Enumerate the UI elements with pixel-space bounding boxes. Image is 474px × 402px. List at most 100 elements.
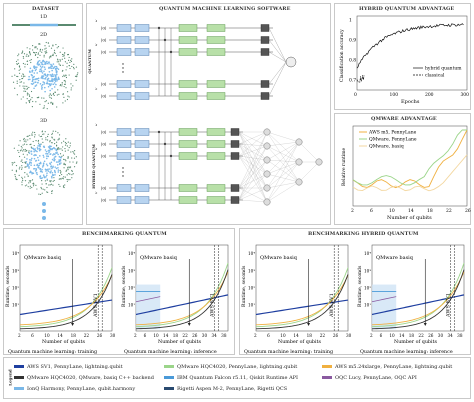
variational-gate [206, 80, 226, 88]
x-tick: 200 [425, 92, 434, 98]
outer-point [55, 145, 58, 147]
y-tick: 10² [128, 286, 135, 291]
outer-point [62, 93, 64, 95]
outer-point [62, 185, 65, 187]
outer-point [24, 180, 27, 182]
x-tick: 18 [71, 333, 77, 338]
outer-point [63, 163, 65, 165]
x-tick: 14 [293, 333, 299, 338]
outer-point [21, 159, 23, 161]
outer-point [39, 193, 42, 196]
outer-point [64, 81, 67, 83]
inner-point [45, 176, 47, 178]
inner-point [56, 79, 58, 82]
outer-point [52, 54, 54, 56]
to-sum-line [268, 51, 287, 63]
outer-point [27, 186, 29, 188]
outer-point [23, 137, 25, 140]
aws-sv1-line [255, 299, 349, 316]
outer-point [34, 46, 36, 48]
outer-point [20, 160, 22, 162]
inner-point [58, 163, 61, 166]
outer-point [64, 150, 66, 152]
inner-point [32, 82, 35, 84]
inner-point [30, 83, 33, 85]
outer-point [14, 87, 16, 89]
inner-point [44, 77, 46, 80]
qmware-basiq-line [352, 154, 468, 192]
inner-point [52, 83, 55, 86]
inner-point [33, 72, 36, 74]
inner-point [48, 80, 51, 82]
inner-point [30, 150, 32, 152]
nn-node [295, 138, 303, 146]
outer-point [22, 96, 24, 98]
x-tick: 2 [351, 208, 354, 214]
ket-label: |0⟩ [101, 130, 107, 135]
legend-item: AWS SV1, PennyLane, lightning.qubit [14, 364, 123, 370]
x-tick: 100 [389, 92, 398, 98]
x-tick: 10 [389, 208, 395, 214]
outer-point [59, 178, 61, 180]
inner-point [28, 163, 31, 165]
inner-point [46, 73, 49, 76]
outer-point [61, 81, 63, 84]
outer-point [70, 151, 72, 153]
outer-point [38, 134, 40, 136]
outer-point [68, 65, 70, 67]
y-tick: 10³ [128, 268, 135, 273]
outer-point [61, 83, 63, 85]
variational-gate [206, 48, 226, 56]
outer-point [57, 59, 59, 61]
x-tick: 6 [267, 333, 270, 338]
outer-point [70, 89, 72, 91]
outer-point [53, 179, 55, 182]
inner-point [29, 67, 32, 70]
outer-point [18, 155, 21, 158]
outer-point [31, 134, 33, 136]
outer-point [35, 140, 37, 142]
outer-point [50, 181, 52, 183]
outer-point [69, 67, 71, 70]
outer-point [21, 181, 23, 183]
inner-point [26, 165, 29, 167]
outer-point [28, 52, 31, 54]
outer-point [52, 93, 54, 95]
outer-point [50, 55, 52, 57]
ket-label: |0⟩ [101, 50, 107, 55]
inner-point [39, 167, 42, 170]
inner-point [39, 83, 42, 85]
outer-point [24, 150, 26, 152]
encoding-gate [134, 184, 150, 192]
outer-point [26, 85, 28, 87]
inner-point [31, 77, 34, 79]
inner-point [41, 168, 43, 171]
outer-point [63, 186, 65, 189]
inner-point [37, 166, 39, 169]
ellipsis-dot [122, 171, 124, 173]
nn-edge [238, 131, 268, 147]
y-tick: 1 [349, 18, 352, 24]
outer-point [41, 138, 43, 140]
legend-label: QMware, PennyLane [369, 137, 417, 143]
inner-point [35, 172, 38, 174]
aws-m5-line [352, 129, 468, 189]
inner-point [33, 157, 36, 160]
outer-point [29, 134, 31, 137]
inner-point [44, 61, 47, 64]
outer-point [14, 74, 16, 76]
outer-point [67, 167, 69, 169]
dataset-label-2d: 2D [40, 32, 48, 38]
outer-point [58, 178, 60, 180]
outer-point [14, 175, 16, 178]
inner-point [52, 165, 54, 168]
inner-point [47, 85, 50, 88]
outer-point [51, 136, 53, 138]
nn-edge [238, 143, 268, 161]
inner-point [49, 153, 52, 156]
inner-point [41, 83, 44, 86]
inner-point [55, 65, 58, 68]
inner-point [35, 150, 37, 152]
outer-point [26, 184, 28, 186]
outer-point [26, 87, 29, 89]
